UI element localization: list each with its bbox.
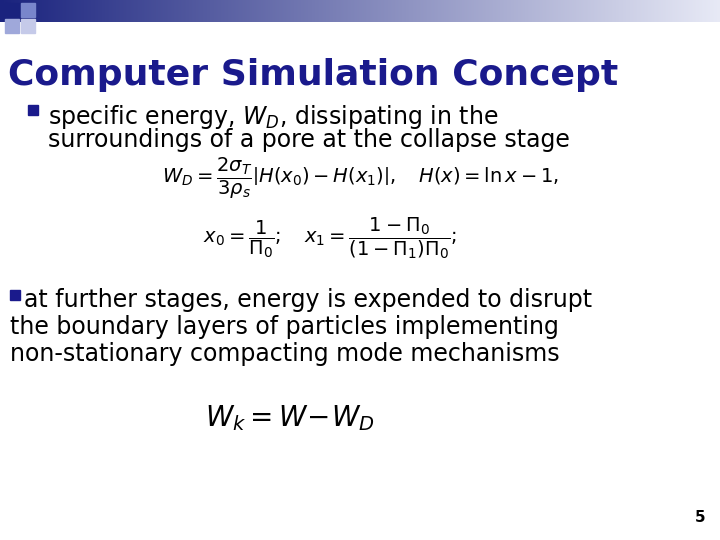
- Text: non-stationary compacting mode mechanisms: non-stationary compacting mode mechanism…: [10, 342, 559, 366]
- Text: surroundings of a pore at the collapse stage: surroundings of a pore at the collapse s…: [48, 128, 570, 152]
- Text: specific energy, $W_D$, dissipating in the: specific energy, $W_D$, dissipating in t…: [48, 103, 498, 131]
- Text: Computer Simulation Concept: Computer Simulation Concept: [8, 58, 618, 92]
- Text: the boundary layers of particles implementing: the boundary layers of particles impleme…: [10, 315, 559, 339]
- Text: $W_k=W\!-\!W_D$: $W_k=W\!-\!W_D$: [205, 403, 375, 433]
- Text: 5: 5: [694, 510, 705, 525]
- Bar: [21, 19, 35, 33]
- Text: $x_0 = \dfrac{1}{\Pi_0}; \quad x_1 = \dfrac{1-\Pi_0}{(1-\Pi_1)\Pi_0};$: $x_0 = \dfrac{1}{\Pi_0}; \quad x_1 = \df…: [203, 215, 457, 261]
- Bar: [5, 3, 19, 17]
- Bar: [21, 3, 35, 17]
- Bar: [10, 290, 20, 300]
- Text: at further stages, energy is expended to disrupt: at further stages, energy is expended to…: [24, 288, 592, 312]
- Text: $W_D = \dfrac{2\sigma_T}{3\rho_s}\left|H(x_0)-H(x_1)\right|, \quad H(x)= \ln x -: $W_D = \dfrac{2\sigma_T}{3\rho_s}\left|H…: [161, 156, 559, 201]
- Bar: [28, 105, 38, 115]
- Bar: [5, 19, 19, 33]
